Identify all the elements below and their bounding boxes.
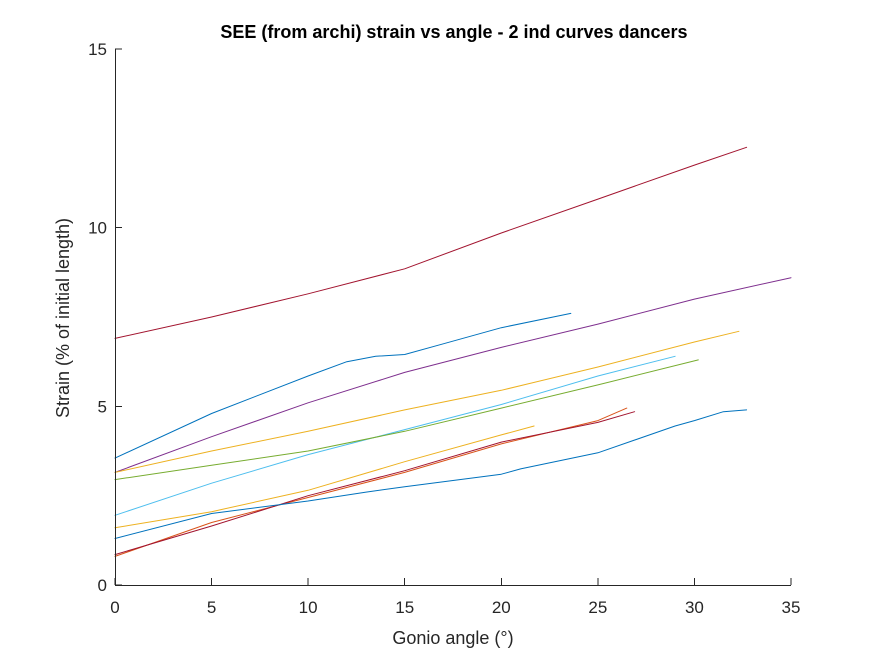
y-tick-label: 5 — [98, 397, 107, 416]
x-axis-label: Gonio angle (°) — [392, 628, 513, 648]
x-tick-label: 20 — [492, 598, 511, 617]
y-tick-label: 0 — [98, 576, 107, 595]
x-tick-label: 5 — [207, 598, 216, 617]
series-line-5 — [114, 355, 676, 516]
series-line-3 — [114, 277, 792, 473]
series-line-8 — [114, 407, 628, 557]
y-tick-label: 15 — [88, 40, 107, 59]
series-line-4 — [114, 330, 740, 473]
series-line-6 — [114, 359, 699, 481]
x-ticks: 0 5 10 15 20 25 30 35 — [110, 578, 800, 617]
series-group — [114, 146, 792, 557]
x-tick-label: 25 — [588, 598, 607, 617]
x-tick-label: 15 — [395, 598, 414, 617]
series-line-2 — [114, 312, 572, 459]
x-tick-label: 30 — [685, 598, 704, 617]
chart-title: SEE (from archi) strain vs angle - 2 ind… — [220, 22, 687, 42]
x-tick-label: 35 — [782, 598, 801, 617]
series-line-7 — [114, 425, 535, 529]
series-line-9 — [114, 411, 636, 556]
y-tick-label: 10 — [88, 219, 107, 238]
series-line-1 — [114, 146, 748, 339]
series-line-10 — [114, 409, 748, 539]
y-ticks: 0 5 10 15 — [88, 40, 122, 595]
x-tick-label: 10 — [299, 598, 318, 617]
x-tick-label: 0 — [110, 598, 119, 617]
y-axis-label: Strain (% of initial length) — [53, 218, 73, 418]
